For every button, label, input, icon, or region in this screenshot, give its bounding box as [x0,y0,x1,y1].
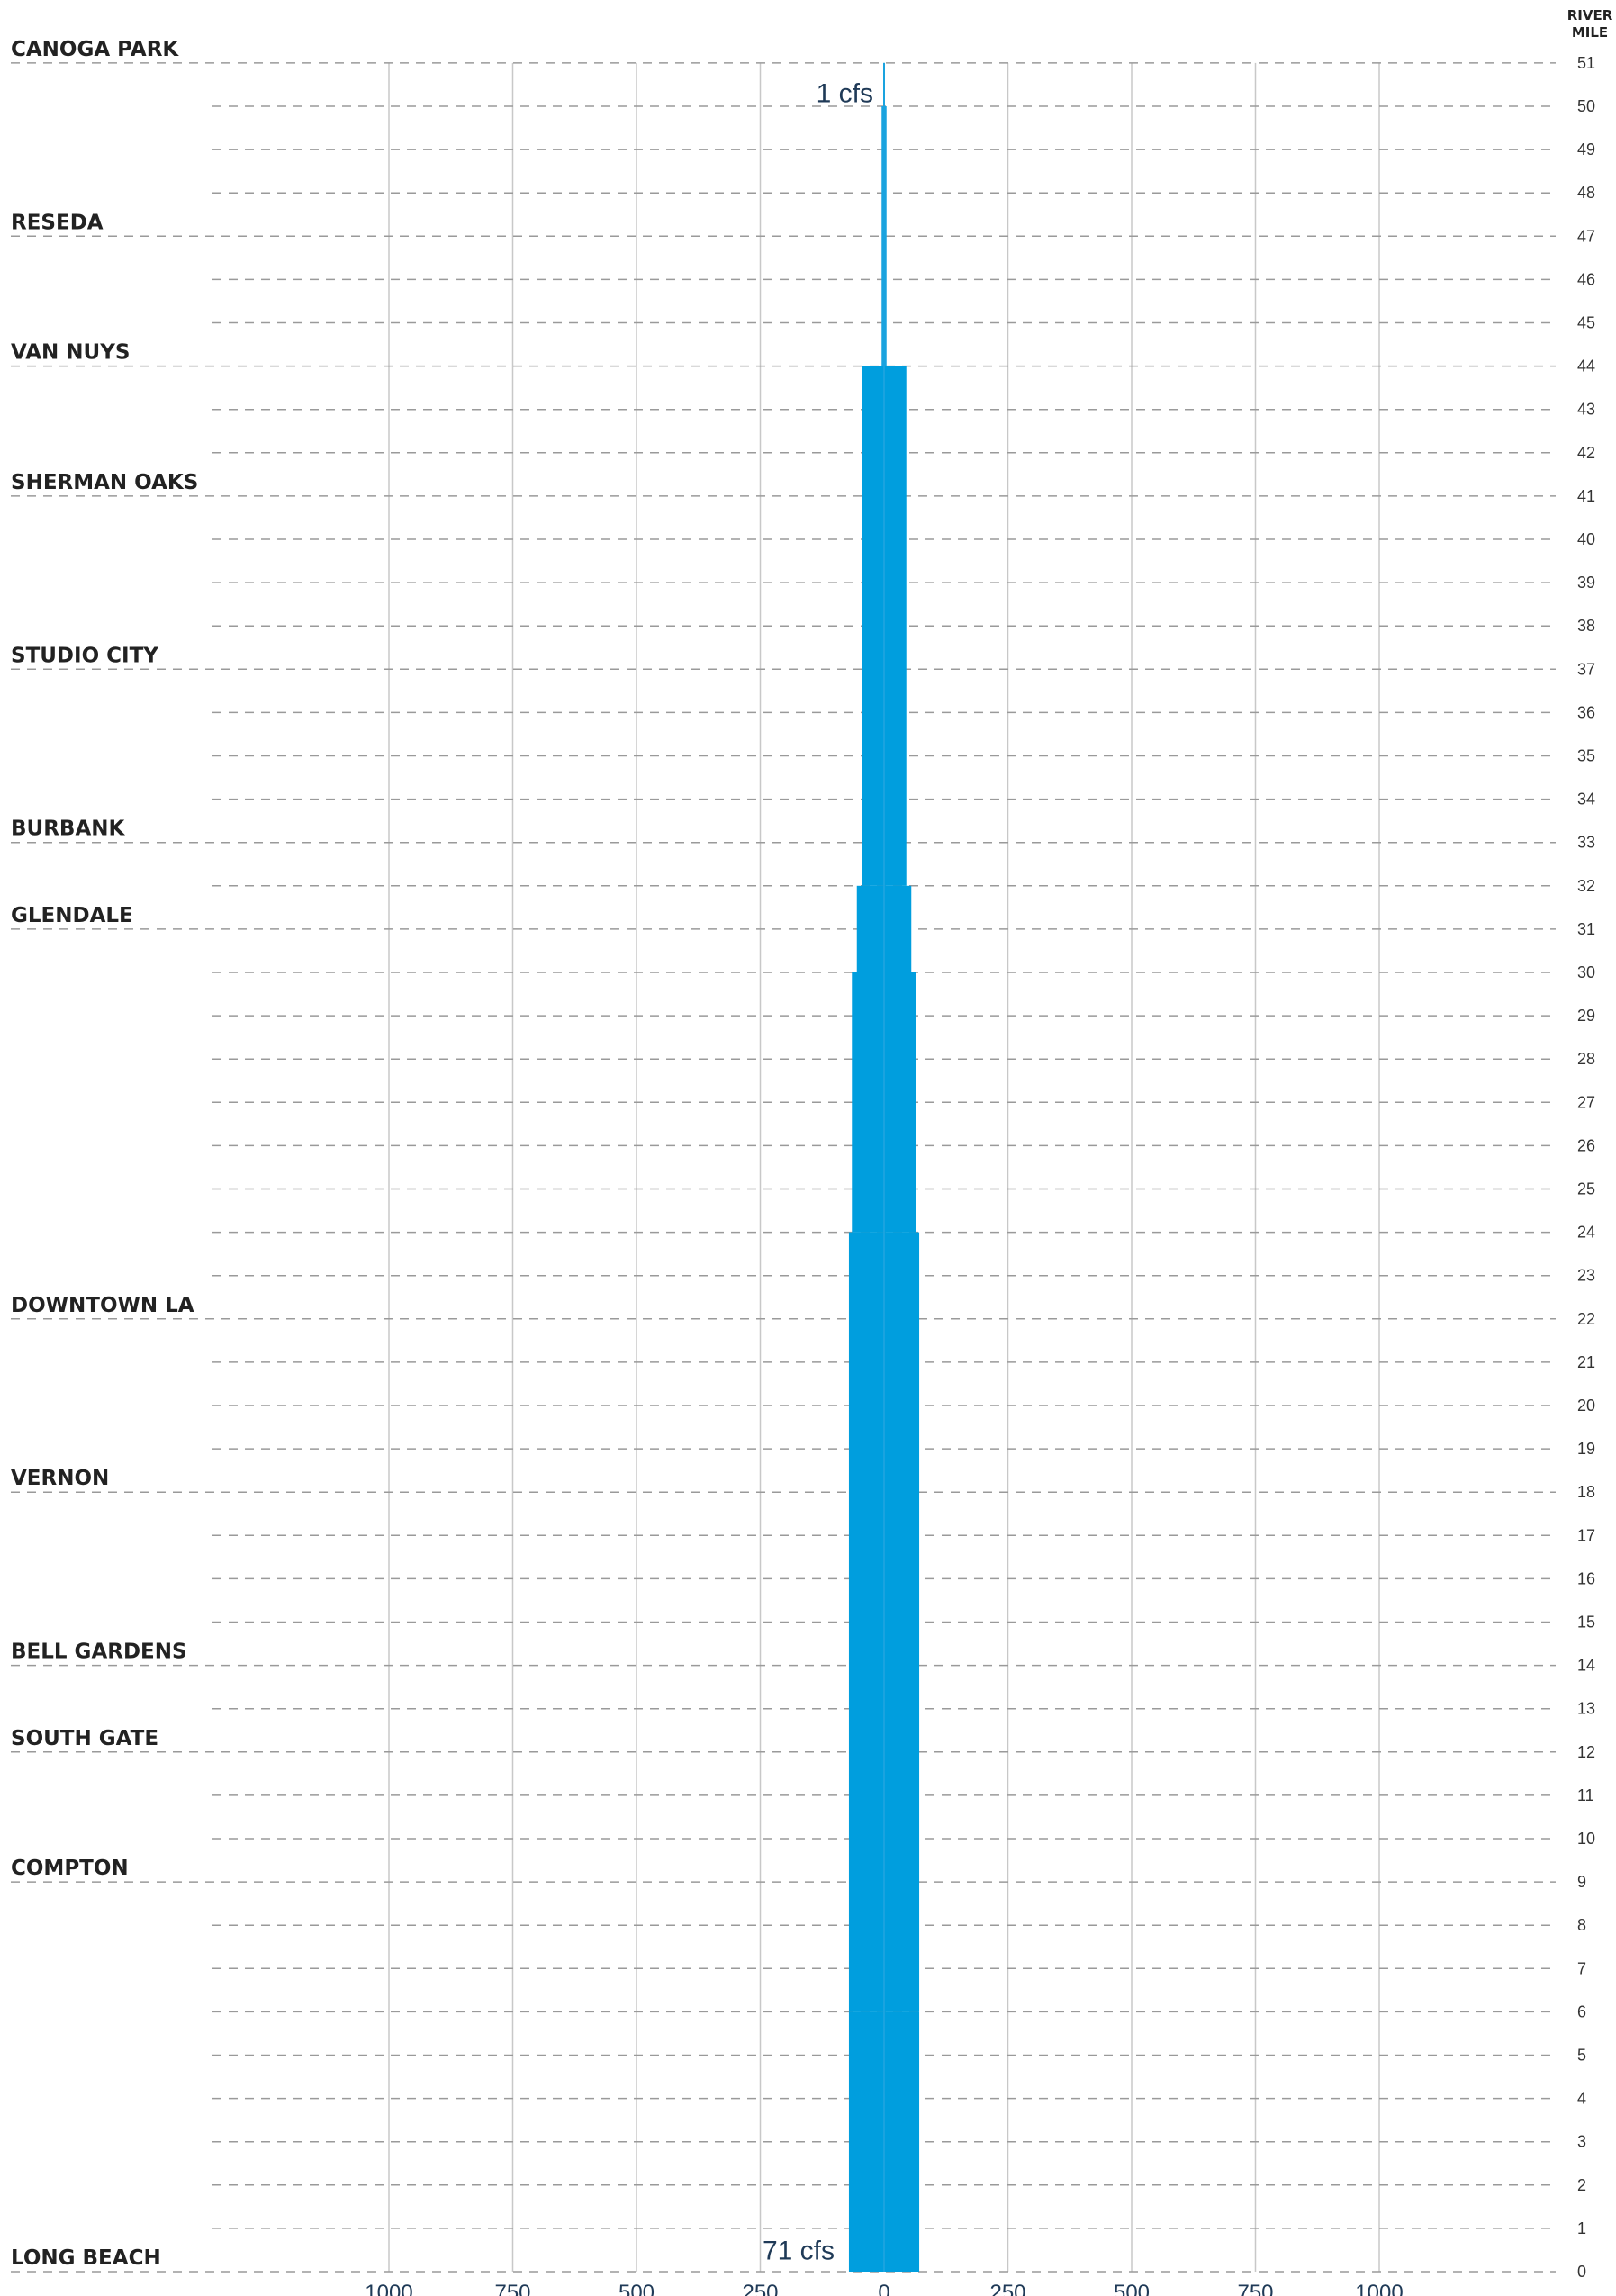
city-label: GLENDALE [11,904,133,927]
river-mile-label: 31 [1577,920,1595,938]
top-flow-label: 1 cfs [817,79,873,109]
river-mile-label: 47 [1577,227,1595,245]
river-mile-label: 41 [1577,487,1595,505]
river-mile-label: 26 [1577,1136,1595,1154]
river-mile-label: 39 [1577,574,1595,592]
city-label: SOUTH GATE [11,1727,158,1750]
river-mile-label: 50 [1577,97,1595,115]
river-mile-label: 24 [1577,1224,1595,1242]
river-mile-label: 16 [1577,1569,1595,1587]
x-tick-label: 500 [618,2281,655,2296]
river-mile-header-line1: RIVER [1567,7,1613,23]
river-mile-label: 34 [1577,791,1595,809]
river-mile-label: 45 [1577,314,1595,332]
city-label: RESEDA [11,211,104,234]
river-mile-label: 0 [1577,2263,1586,2281]
river-mile-label: 32 [1577,877,1595,895]
city-label: BURBANK [11,818,125,841]
river-mile-label: 46 [1577,270,1595,288]
river-mile-label: 1 [1577,2219,1586,2237]
x-tick-label: 250 [742,2281,778,2296]
river-mile-label: 43 [1577,401,1595,419]
river-mile-label: 40 [1577,530,1595,548]
river-mile-label: 21 [1577,1353,1595,1371]
river-mile-label: 9 [1577,1873,1586,1891]
city-label: LONG BEACH [11,2246,161,2270]
river-mile-label: 4 [1577,2090,1586,2108]
city-label: BELL GARDENS [11,1641,187,1664]
river-mile-label: 44 [1577,357,1595,375]
river-mile-label: 25 [1577,1180,1595,1198]
bottom-flow-label: 71 cfs [763,2236,835,2265]
river-mile-label: 36 [1577,703,1595,721]
city-label: SHERMAN OAKS [11,471,198,494]
flow-bars [848,62,920,2272]
river-mile-label: 12 [1577,1743,1595,1761]
x-tick-label: 1000 [365,2281,412,2296]
city-label: VERNON [11,1467,109,1490]
city-labels: CANOGA PARK RESEDA VAN NUYS SHERMAN OAKS STU… [11,38,198,2270]
x-tick-label: 250 [989,2281,1025,2296]
river-mile-label: 33 [1577,834,1595,852]
river-mile-label: 8 [1577,1916,1586,1934]
river-mile-label: 14 [1577,1657,1595,1675]
river-mile-header-line2: MILE [1572,24,1608,41]
river-mile-label: 7 [1577,1959,1586,1977]
river-mile-label: 30 [1577,963,1595,981]
river-mile-label: 15 [1577,1614,1595,1632]
river-mile-label: 18 [1577,1483,1595,1501]
river-mile-label: 17 [1577,1526,1595,1544]
river-mile-label: 51 [1577,54,1595,72]
mile-gridlines [11,62,1556,2273]
river-mile-label: 19 [1577,1440,1595,1458]
river-mile-label: 27 [1577,1093,1595,1111]
river-mile-label: 22 [1577,1310,1595,1328]
river-mile-label: 20 [1577,1397,1595,1415]
x-axis-tick-labels: 1000 750 500 250 0 250 500 750 1000 [365,2281,1403,2296]
river-mile-label: 48 [1577,184,1595,202]
river-mile-label: 35 [1577,747,1595,765]
city-label: COMPTON [11,1857,129,1880]
river-mile-label: 29 [1577,1007,1595,1025]
x-tick-label: 0 [878,2281,889,2296]
x-tick-label: 1000 [1355,2281,1403,2296]
city-label: STUDIO CITY [11,644,158,667]
river-mile-labels: 5150494847464544434241403938373635343332… [1577,54,1595,2281]
city-label: CANOGA PARK [11,38,179,61]
city-label: VAN NUYS [11,341,130,365]
river-mile-label: 2 [1577,2176,1586,2194]
city-label: DOWNTOWN LA [11,1294,194,1317]
river-mile-label: 37 [1577,660,1595,678]
river-mile-label: 23 [1577,1267,1595,1285]
river-mile-label: 11 [1577,1786,1594,1804]
x-tick-label: 750 [1237,2281,1273,2296]
river-mile-label: 13 [1577,1700,1595,1718]
x-tick-label: 500 [1114,2281,1150,2296]
river-mile-label: 42 [1577,444,1595,462]
river-mile-label: 5 [1577,2047,1586,2065]
river-mile-label: 38 [1577,617,1595,635]
x-tick-label: 750 [494,2281,530,2296]
river-mile-label: 49 [1577,140,1595,158]
river-mile-label: 6 [1577,2002,1586,2020]
river-mile-label: 3 [1577,2133,1586,2151]
river-mile-label: 10 [1577,1830,1595,1848]
river-mile-label: 28 [1577,1050,1595,1068]
